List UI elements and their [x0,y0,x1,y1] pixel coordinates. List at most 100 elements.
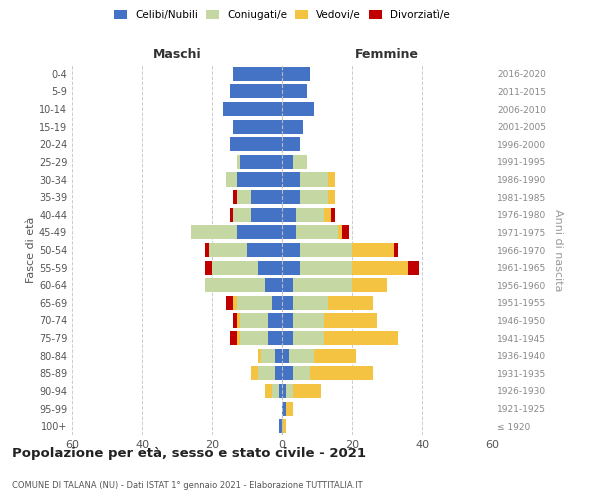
Bar [236,172,282,186]
Bar [236,314,240,328]
Text: Femmine: Femmine [355,48,419,62]
Bar [293,366,310,380]
Bar [229,208,233,222]
Bar [247,243,282,257]
Bar [352,243,394,257]
Bar [331,208,335,222]
Bar [314,348,355,363]
Bar [282,348,289,363]
Bar [229,331,236,345]
Bar [212,260,257,274]
Bar [282,208,296,222]
Bar [282,419,286,433]
Bar [205,260,212,274]
Bar [257,366,275,380]
Bar [251,366,257,380]
Bar [223,102,282,116]
Bar [286,402,293,415]
Bar [293,155,307,169]
Bar [293,331,324,345]
Bar [275,366,282,380]
Bar [282,102,314,116]
Bar [271,384,278,398]
Bar [282,331,293,345]
Y-axis label: Anni di nascita: Anni di nascita [553,209,563,291]
Bar [209,243,247,257]
Bar [205,278,265,292]
Bar [236,226,282,239]
Bar [268,331,282,345]
Bar [226,296,233,310]
Bar [324,208,331,222]
Bar [278,384,282,398]
Bar [282,172,299,186]
Bar [282,278,293,292]
Bar [299,172,328,186]
Bar [282,190,299,204]
Bar [271,296,282,310]
Bar [324,331,398,345]
Bar [408,260,419,274]
Bar [293,384,320,398]
Bar [278,419,282,433]
Bar [328,190,335,204]
Bar [275,348,282,363]
Bar [282,226,296,239]
Bar [286,384,293,398]
Bar [240,331,268,345]
Bar [240,155,282,169]
Bar [310,366,373,380]
Bar [265,384,271,398]
Bar [293,296,328,310]
Bar [251,208,282,222]
Bar [282,84,307,98]
Bar [229,84,282,98]
Bar [289,348,314,363]
Bar [341,226,349,239]
Bar [296,208,324,222]
Bar [293,314,324,328]
Bar [282,314,293,328]
Bar [328,296,373,310]
Text: Maschi: Maschi [152,48,202,62]
Bar [282,366,293,380]
Bar [394,243,398,257]
Bar [299,260,352,274]
Bar [251,190,282,204]
Bar [236,155,240,169]
Bar [233,208,251,222]
Bar [261,348,275,363]
Bar [233,190,236,204]
Bar [240,314,268,328]
Bar [282,137,299,152]
Bar [282,260,299,274]
Bar [293,278,352,292]
Bar [352,260,408,274]
Bar [299,190,328,204]
Text: Popolazione per età, sesso e stato civile - 2021: Popolazione per età, sesso e stato civil… [12,448,366,460]
Bar [352,278,387,292]
Bar [226,172,236,186]
Bar [236,331,240,345]
Legend: Celibi/Nubili, Coniugati/e, Vedovi/e, Divorziatì/e: Celibi/Nubili, Coniugati/e, Vedovi/e, Di… [114,10,450,20]
Text: COMUNE DI TALANA (NU) - Dati ISTAT 1° gennaio 2021 - Elaborazione TUTTITALIA.IT: COMUNE DI TALANA (NU) - Dati ISTAT 1° ge… [12,480,362,490]
Bar [233,67,282,81]
Bar [282,243,299,257]
Bar [265,278,282,292]
Bar [282,120,303,134]
Bar [205,243,209,257]
Bar [324,314,377,328]
Bar [282,67,310,81]
Bar [328,172,335,186]
Bar [338,226,341,239]
Bar [296,226,338,239]
Bar [299,243,352,257]
Bar [282,384,286,398]
Bar [191,226,236,239]
Bar [233,314,236,328]
Bar [236,296,271,310]
Bar [282,296,293,310]
Bar [233,296,236,310]
Bar [229,137,282,152]
Bar [268,314,282,328]
